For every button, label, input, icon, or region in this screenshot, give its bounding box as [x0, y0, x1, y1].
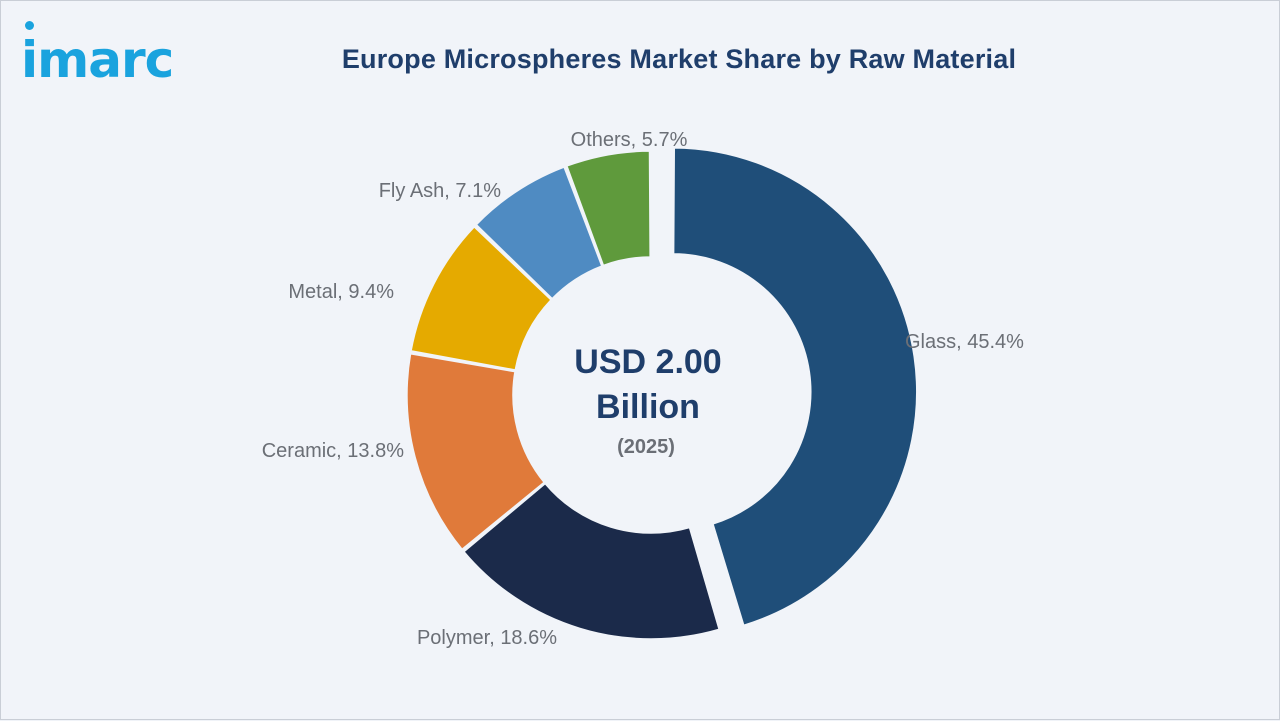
label-others: Others, 5.7% — [571, 129, 688, 151]
label-ceramic: Ceramic, 13.8% — [262, 440, 404, 462]
center-year: (2025) — [617, 436, 675, 458]
slice-metal — [410, 225, 553, 371]
slice-fly-ash — [475, 166, 603, 300]
imarc-logo: imarc — [21, 21, 211, 91]
slices-group — [406, 147, 918, 640]
labels-group: Glass, 45.4% Polymer, 18.6% Ceramic, 13.8%… — [262, 129, 1024, 649]
label-fly-ash: Fly Ash, 7.1% — [379, 180, 501, 202]
center-value-line2: Billion — [596, 388, 700, 426]
label-polymer: Polymer, 18.6% — [417, 627, 557, 649]
slice-ceramic — [406, 352, 546, 551]
logo-dot — [25, 21, 34, 30]
logo-text: imarc — [21, 31, 174, 89]
slice-polymer — [462, 482, 721, 640]
slice-glass — [672, 147, 918, 627]
label-metal: Metal, 9.4% — [288, 281, 394, 303]
center-value-line1: USD 2.00 — [574, 343, 721, 381]
chart-title: Europe Microspheres Market Share by Raw … — [341, 44, 1017, 74]
label-glass: Glass, 45.4% — [905, 331, 1024, 353]
slice-others — [565, 150, 651, 267]
